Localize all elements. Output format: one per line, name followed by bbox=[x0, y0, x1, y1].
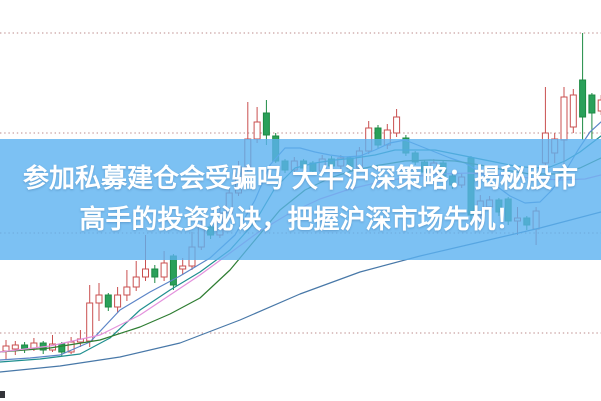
candle-body bbox=[374, 127, 382, 146]
candle-body bbox=[393, 116, 401, 134]
candle-body bbox=[95, 294, 103, 304]
candle-body bbox=[132, 276, 140, 288]
candle-body bbox=[476, 200, 484, 216]
candle-body bbox=[114, 294, 122, 308]
candle-body bbox=[104, 294, 112, 308]
candle-body bbox=[142, 268, 149, 278]
candle-body bbox=[588, 94, 596, 114]
candle-body bbox=[514, 217, 521, 222]
candle-body bbox=[207, 226, 215, 236]
candle-body bbox=[486, 199, 494, 208]
candle-body bbox=[532, 210, 540, 230]
candle-body bbox=[197, 226, 205, 248]
candle-body bbox=[560, 96, 568, 141]
candle-body bbox=[495, 199, 503, 213]
candle-body bbox=[235, 166, 242, 194]
candle-body bbox=[160, 262, 168, 278]
candle-body bbox=[458, 176, 466, 186]
candle-body bbox=[216, 212, 224, 236]
candle-body bbox=[86, 302, 94, 342]
corner-artifact bbox=[0, 391, 5, 398]
candle-body bbox=[430, 162, 438, 173]
candle-body bbox=[2, 345, 10, 352]
candle-body bbox=[541, 132, 549, 164]
candle-body bbox=[448, 175, 456, 186]
candle-body bbox=[179, 265, 187, 270]
candle-body bbox=[151, 268, 159, 278]
candle-body bbox=[365, 127, 373, 152]
candle-body bbox=[421, 161, 428, 173]
candle-body bbox=[281, 160, 289, 171]
candle-body bbox=[123, 286, 131, 296]
candle-body bbox=[597, 99, 601, 112]
candle-body bbox=[67, 341, 75, 353]
candle-body bbox=[523, 217, 531, 226]
candle-body bbox=[569, 94, 577, 128]
candle-body bbox=[11, 344, 19, 350]
candle-body bbox=[579, 79, 587, 118]
candle-body bbox=[272, 135, 280, 162]
candle-body bbox=[225, 192, 233, 214]
candle-body bbox=[318, 158, 326, 172]
candle-body bbox=[262, 112, 270, 136]
candle-body bbox=[355, 150, 363, 169]
candle-body bbox=[244, 138, 252, 168]
candle-body bbox=[504, 198, 512, 222]
candle-body bbox=[346, 157, 354, 169]
candle-body bbox=[188, 246, 196, 267]
candle-body bbox=[551, 138, 559, 154]
candle-body bbox=[253, 121, 261, 140]
